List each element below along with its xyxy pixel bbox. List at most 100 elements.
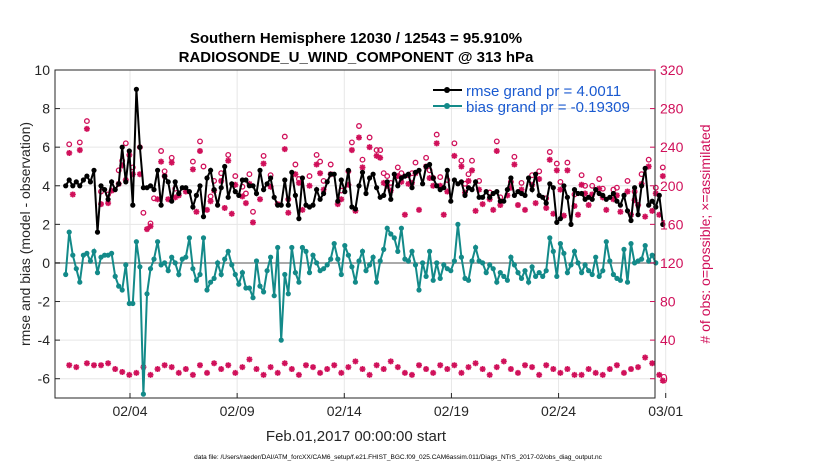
obs-bottom-point (444, 366, 451, 373)
rmse-point (87, 179, 93, 185)
obs-possible-point (578, 172, 585, 179)
bias-point (84, 250, 90, 256)
obs-bottom-point (211, 360, 218, 367)
obs-possible-point (557, 178, 564, 185)
rmse-point (487, 194, 493, 200)
rmse-point (345, 167, 351, 173)
bias-point (384, 225, 390, 231)
obs-possible-point (292, 161, 299, 168)
obs-bottom-point (338, 369, 345, 376)
obs-bottom-point (380, 366, 387, 373)
obs-bottom-point (105, 360, 112, 367)
obs-possible-point (437, 174, 444, 181)
bias-point (250, 295, 256, 301)
obs-assimilated-point (387, 187, 394, 194)
right-y-tick-label: 120 (660, 255, 684, 271)
bias-point (593, 254, 599, 260)
bias-point (547, 235, 553, 241)
obs-bottom-point (606, 366, 613, 373)
rmse-point (285, 202, 291, 208)
rmse-point (441, 185, 447, 191)
obs-assimilated-point (348, 147, 355, 154)
rmse-point (384, 179, 390, 185)
bias-point (437, 275, 443, 281)
obs-assimilated-point (642, 213, 649, 220)
obs-possible-point (158, 148, 165, 154)
obs-assimilated-point (320, 186, 327, 193)
obs-bottom-point (536, 371, 543, 378)
rmse-point (342, 189, 348, 195)
rmse-point (109, 179, 115, 185)
bias-point (140, 391, 146, 397)
obs-assimilated-point (585, 202, 592, 209)
obs-bottom-point (147, 371, 154, 378)
obs-assimilated-point (465, 177, 472, 184)
obs-possible-point (317, 158, 324, 165)
obs-assimilated-point (507, 184, 514, 191)
bias-point (63, 271, 69, 278)
rmse-point (296, 216, 302, 222)
x-axis-label: Feb.01,2017 00:00:00 start (266, 428, 447, 445)
rmse-point (257, 167, 263, 173)
bias-point (586, 268, 592, 274)
rmse-point (617, 202, 624, 208)
bias-point (522, 268, 528, 274)
bias-point (264, 268, 270, 274)
obs-assimilated-point (571, 203, 578, 210)
bias-point (589, 271, 595, 278)
rmse-point (420, 181, 426, 187)
obs-bottom-point (73, 364, 80, 371)
obs-bottom-markers (66, 354, 666, 384)
obs-assimilated-point (366, 144, 373, 151)
obs-possible-point (76, 139, 83, 146)
rmse-point (331, 171, 337, 177)
left-y-tick-label: -6 (38, 371, 51, 387)
obs-assimilated-point (225, 157, 232, 164)
rmse-point (243, 177, 249, 183)
bias-point (359, 248, 366, 254)
rmse-point (367, 175, 373, 181)
bias-point (232, 271, 238, 278)
bias-point (579, 270, 585, 276)
obs-bottom-point (550, 366, 557, 373)
rmse-point (229, 181, 235, 187)
rmse-point (172, 179, 178, 185)
bias-point (162, 260, 168, 266)
obs-assimilated-point (196, 148, 203, 155)
obs-bottom-point (324, 366, 331, 373)
bias-point (345, 252, 351, 258)
obs-bottom-point (599, 371, 606, 378)
rmse-point (77, 183, 83, 189)
obs-possible-point (225, 151, 232, 158)
obs-bottom-point (620, 369, 627, 376)
bias-point (66, 229, 72, 235)
obs-assimilated-point (656, 211, 663, 218)
obs-bottom-point (267, 364, 274, 371)
rmse-point (359, 169, 366, 175)
rmse-point (388, 196, 394, 202)
bias-point (646, 258, 652, 264)
chart-subtitle: RADIOSONDE_U_WIND_COMPONENT @ 313 hPa (179, 49, 534, 66)
bias-point (77, 279, 83, 285)
rmse-point (190, 204, 196, 210)
plot-background (55, 70, 655, 398)
obs-assimilated-point (603, 206, 610, 213)
obs-bottom-point (274, 369, 281, 376)
obs-assimilated-point (299, 206, 306, 213)
bias-point (116, 283, 122, 289)
obs-assimilated-point (218, 177, 225, 184)
obs-assimilated-point (469, 167, 476, 174)
bias-point (331, 241, 337, 247)
rmse-point (628, 217, 634, 224)
obs-bottom-point (394, 364, 401, 371)
bias-point (607, 258, 613, 264)
rmse-point (409, 185, 415, 191)
obs-possible-point (613, 184, 620, 191)
obs-assimilated-point (631, 197, 638, 204)
bias-point (434, 260, 440, 266)
obs-bottom-point (659, 377, 666, 384)
bias-point (458, 254, 464, 260)
obs-possible-point (242, 190, 249, 197)
rmse-point (236, 192, 242, 198)
rmse-point (123, 179, 129, 185)
